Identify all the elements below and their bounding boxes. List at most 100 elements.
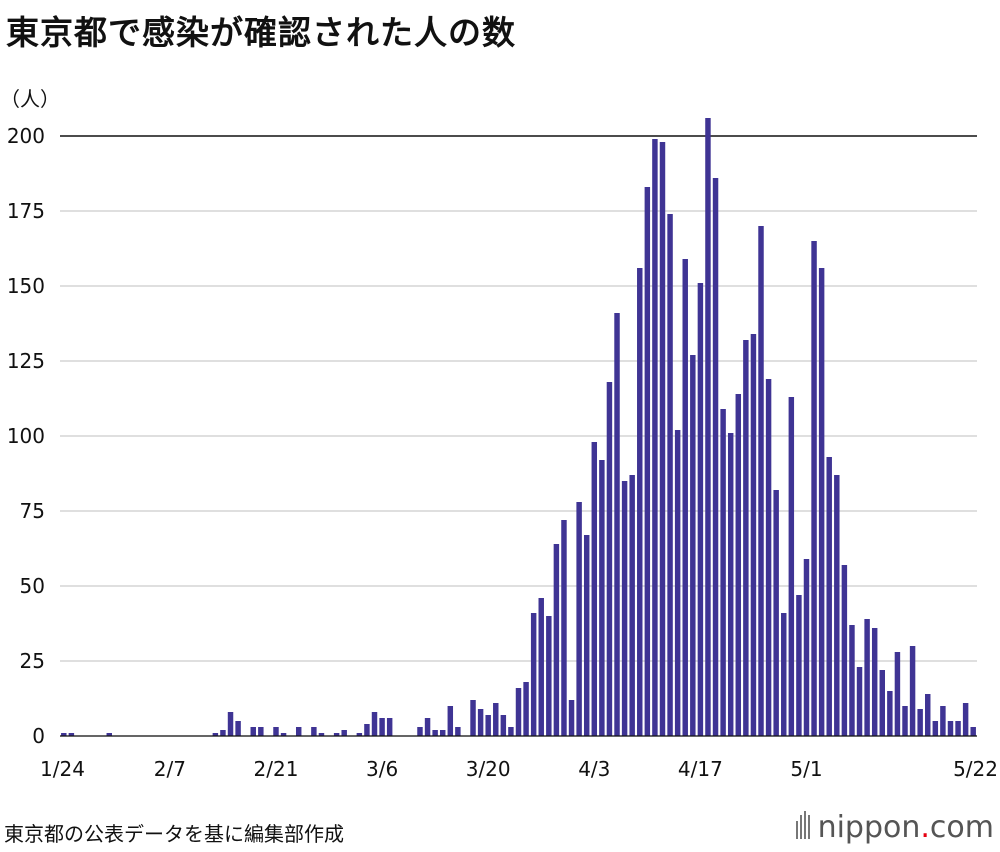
source-note: 東京都の公表データを基に編集部作成 [4,822,344,846]
bar [68,733,75,736]
x-tick-label: 5/22 [953,757,998,781]
y-tick-label: 200 [7,124,45,148]
y-tick-label: 50 [20,574,45,598]
bar [629,475,635,736]
bar [61,733,67,736]
bar [417,727,423,736]
bar [925,694,931,736]
bar [606,382,613,736]
bar [644,187,651,736]
bar [530,613,537,736]
bar [546,616,552,736]
x-tick-label: 2/7 [154,757,186,781]
bar [341,730,347,736]
bar [781,613,787,736]
bar [538,598,544,736]
bar-chart: （人） 0 25 50 75 100 125 150 175 200 1/24 2/7 2/21 3/… [0,87,998,781]
bar [894,652,901,736]
bar [856,667,863,736]
bar [477,709,484,736]
bar [674,430,681,736]
x-tick-label: 5/1 [790,757,822,781]
bar [659,142,666,736]
bar [515,688,522,736]
bar [879,670,885,736]
bar [841,565,848,736]
bar [485,715,491,736]
bar [909,646,916,736]
bar [235,721,241,736]
bar [697,283,704,736]
x-tick-label: 3/6 [366,757,398,781]
bar [621,481,628,736]
bar [576,502,582,736]
bar [333,733,340,736]
logo-text-tld: com [929,810,994,845]
y-tick-label: 175 [7,199,45,223]
bar [750,334,757,736]
bar [947,721,954,736]
bar [295,727,302,736]
chart-title: 東京都で感染が確認された人の数 [6,13,516,52]
bar [932,721,939,736]
bar [864,619,870,736]
bar [849,625,855,736]
bar [917,709,923,736]
bar [743,340,749,736]
bar [690,355,696,736]
bar [553,544,560,736]
bar [773,490,779,736]
x-axis-ticks: 1/24 2/7 2/21 3/6 3/20 4/3 4/17 5/1 5/22 [40,757,998,781]
bar [796,595,802,736]
bar [470,700,476,736]
nippon-logo[interactable]: nippon.com [795,810,994,847]
bar [424,718,431,736]
bar [568,700,575,736]
y-tick-label: 100 [7,424,45,448]
x-tick-label: 4/3 [578,757,610,781]
bar [439,730,446,736]
x-tick-label: 1/24 [40,757,85,781]
bar [311,727,317,736]
bar [212,733,219,736]
bar [258,727,264,736]
y-tick-label: 75 [20,499,45,523]
bar [614,313,620,736]
bar [811,241,817,736]
bar [379,718,385,736]
bar [803,559,810,736]
x-tick-label: 3/20 [466,757,511,781]
bar [250,727,256,736]
logo-mark-icon [795,810,812,847]
bar [705,118,711,736]
bar [758,226,764,736]
bar [447,706,454,736]
bar [432,730,438,736]
bar [106,733,112,736]
y-axis-ticks: 0 25 50 75 100 125 150 175 200 [7,124,45,748]
bar [280,733,287,736]
bar [834,475,840,736]
y-tick-label: 125 [7,349,45,373]
y-tick-label: 25 [20,649,45,673]
bar [962,703,969,736]
logo-text-main: nippon [817,810,921,845]
bars [60,118,977,737]
y-tick-label: 0 [32,724,45,748]
bar [970,727,976,736]
bar [667,214,673,736]
bar [508,727,514,736]
bar [273,727,279,736]
bar [652,139,658,736]
bar [599,460,605,736]
bar [720,409,726,736]
bar [455,727,461,736]
bar [826,457,832,736]
bar [583,535,590,736]
bar [712,178,719,736]
bar [637,268,643,736]
bar [500,715,507,736]
bar [386,718,393,736]
y-tick-label: 150 [7,274,45,298]
bar [364,724,370,736]
